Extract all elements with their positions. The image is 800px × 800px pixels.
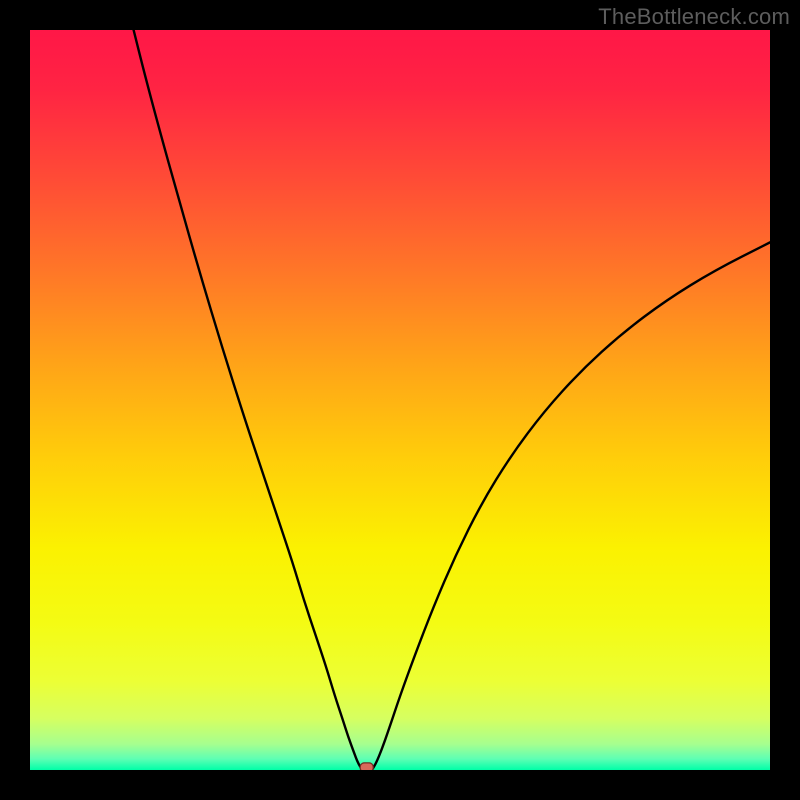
chart-container: TheBottleneck.com bbox=[0, 0, 800, 800]
optimal-point-marker bbox=[360, 763, 373, 772]
bottleneck-curve bbox=[0, 0, 800, 800]
watermark-text: TheBottleneck.com bbox=[598, 4, 790, 30]
